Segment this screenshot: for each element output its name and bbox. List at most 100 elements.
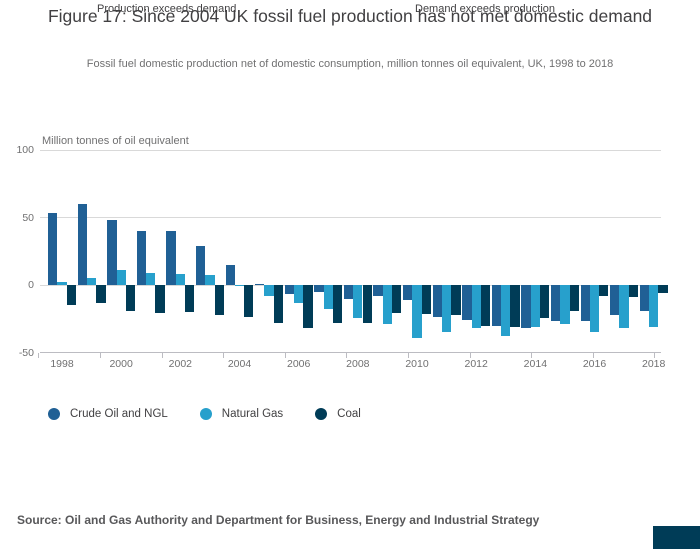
bar-natural-gas-2002: [175, 274, 185, 285]
bar-natural-gas-1999: [86, 278, 97, 285]
y-axis-unit-label: Million tonnes of oil equivalent: [42, 135, 189, 147]
bar-natural-gas-2016: [589, 285, 600, 333]
annotation-production-exceeds-demand: Production exceeds demand: [97, 3, 237, 15]
bar-crude-oil-and-ngl-2016: [580, 285, 590, 321]
legend-dot-icon: [199, 408, 212, 420]
bar-natural-gas-2018: [649, 285, 659, 327]
bar-coal-2015: [569, 285, 579, 312]
x-axis-tick: [531, 353, 533, 358]
x-tick-label-2008: 2008: [346, 358, 370, 370]
bar-natural-gas-2010: [412, 285, 422, 338]
bar-natural-gas-2017: [619, 285, 629, 329]
bar-natural-gas-2008: [353, 285, 363, 319]
gridline-50: [40, 217, 661, 218]
bar-coal-2016: [599, 285, 609, 296]
source-note: Source: Oil and Gas Authority and Depart…: [17, 513, 540, 527]
bar-crude-oil-and-ngl-2000: [107, 220, 117, 285]
x-axis-tick: [38, 353, 40, 358]
corner-block: [653, 526, 700, 549]
x-axis-tick: [99, 353, 101, 358]
bar-natural-gas-2013: [501, 285, 511, 337]
bar-coal-2007: [332, 285, 343, 324]
x-tick-label-2012: 2012: [464, 358, 488, 370]
bar-coal-2006: [303, 285, 313, 329]
y-tick-label--50: -50: [18, 346, 34, 359]
y-tick-label-50: 50: [22, 211, 34, 224]
bar-crude-oil-and-ngl-2009: [373, 285, 383, 296]
chart-subtitle: Fossil fuel domestic production net of d…: [86, 58, 614, 70]
bar-natural-gas-2001: [146, 272, 156, 285]
bar-crude-oil-and-ngl-2013: [491, 285, 502, 326]
bar-coal-1999: [96, 285, 106, 303]
x-tick-label-2016: 2016: [582, 358, 607, 370]
bar-natural-gas-2005: [264, 285, 274, 297]
x-axis-tick: [592, 353, 594, 358]
bar-crude-oil-and-ngl-2010: [403, 285, 413, 300]
x-axis-tick: [223, 353, 225, 358]
x-tick-label-2010: 2010: [405, 358, 429, 370]
bar-coal-2001: [155, 285, 165, 314]
bar-coal-2009: [392, 285, 402, 313]
bar-natural-gas-2012: [471, 285, 481, 329]
x-axis-tick: [654, 353, 656, 358]
bar-coal-2014: [540, 285, 550, 319]
bar-natural-gas-2003: [205, 274, 215, 285]
x-axis-line: [40, 352, 661, 353]
bar-natural-gas-2006: [294, 285, 304, 304]
x-axis-tick: [284, 353, 286, 358]
bar-coal-2018: [658, 285, 668, 294]
x-tick-label-2004: 2004: [227, 358, 252, 370]
bar-crude-oil-and-ngl-2002: [166, 231, 176, 285]
bar-natural-gas-2014: [530, 285, 540, 327]
x-axis-tick: [407, 353, 409, 358]
legend-label: Crude Oil and NGL: [70, 408, 168, 420]
bar-coal-2000: [125, 285, 136, 312]
bar-coal-1998: [66, 285, 76, 306]
bar-crude-oil-and-ngl-2003: [195, 245, 206, 285]
bar-crude-oil-and-ngl-2017: [610, 285, 620, 315]
bar-natural-gas-2007: [323, 285, 333, 310]
bar-crude-oil-and-ngl-2005: [255, 283, 265, 285]
bar-crude-oil-and-ngl-2012: [462, 285, 472, 321]
legend-dot-icon: [48, 408, 60, 420]
bar-coal-2010: [421, 285, 431, 315]
x-axis-tick: [346, 353, 348, 358]
bar-coal-2008: [362, 285, 372, 323]
bar-natural-gas-1998: [57, 282, 67, 285]
bar-crude-oil-and-ngl-2018: [639, 285, 650, 311]
bar-coal-2002: [184, 285, 195, 312]
annotation-demand-exceeds-production: Demand exceeds production: [415, 3, 556, 15]
y-tick-label-0: 0: [28, 279, 34, 291]
bar-crude-oil-and-ngl-2011: [432, 285, 442, 317]
bar-coal-2004: [244, 285, 254, 317]
x-tick-label-2006: 2006: [286, 358, 311, 370]
bar-coal-2017: [628, 285, 639, 298]
bar-natural-gas-2009: [382, 285, 393, 325]
plot-area: Million tonnes of oil equivalent 100 50 0 -…: [0, 130, 700, 380]
chart-title: Figure 17: Since 2004 UK fossil fuel pro…: [47, 6, 653, 26]
y-tick-label-100: 100: [16, 144, 34, 156]
bar-natural-gas-2000: [116, 270, 126, 285]
legend-item-crude-oil-and-ngl: Crude Oil and NGL: [48, 408, 168, 420]
x-tick-label-2002: 2002: [168, 358, 192, 370]
legend-dot-icon: [315, 408, 328, 420]
bar-crude-oil-and-ngl-2006: [284, 285, 295, 294]
bar-coal-2005: [273, 285, 284, 324]
legend-label: Coal: [337, 408, 361, 420]
bar-coal-2003: [214, 285, 224, 316]
bar-crude-oil-and-ngl-2008: [343, 285, 354, 299]
x-tick-label-2018: 2018: [642, 358, 666, 370]
bar-natural-gas-2011: [441, 285, 452, 333]
gridline-100: [40, 149, 661, 151]
bar-natural-gas-2015: [560, 285, 570, 325]
bar-coal-2013: [510, 285, 520, 327]
legend-item-natural-gas: Natural Gas: [199, 408, 283, 420]
legend: Crude Oil and NGL Natural Gas Coal: [48, 408, 361, 420]
bar-crude-oil-and-ngl-2004: [225, 264, 235, 285]
x-tick-label-2014: 2014: [523, 358, 548, 370]
bar-crude-oil-and-ngl-2015: [550, 285, 561, 321]
bar-crude-oil-and-ngl-2007: [314, 285, 324, 292]
bar-coal-2012: [480, 285, 491, 326]
x-tick-label-2000: 2000: [109, 358, 133, 370]
